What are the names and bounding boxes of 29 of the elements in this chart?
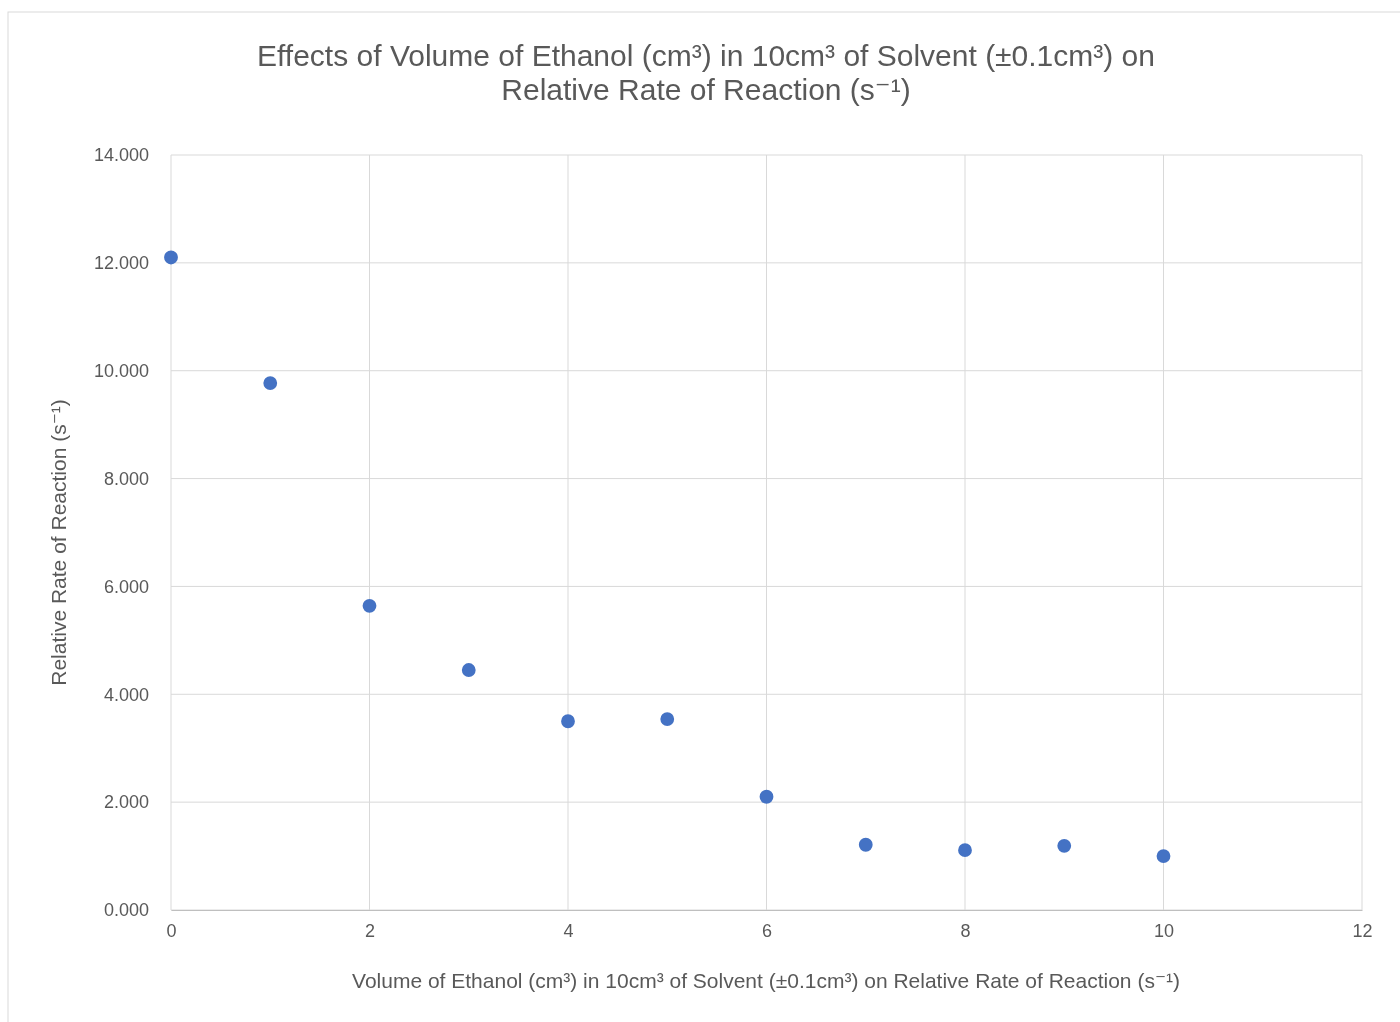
y-tick-label: 12.000: [93, 253, 149, 274]
x-axis-title: Volume of Ethanol (cm³) in 10cm³ of Solvent (±0.1cm³) on Relative Rate of Reaction (s⁻¹): [352, 969, 1180, 992]
point: [1057, 838, 1072, 853]
chart-title: Effects of Volume of Ethanol (cm³) in 10cm³ of Solvent (±0.1cm³) on Relative Rate of Reaction (s⁻¹): [257, 39, 1155, 106]
y-tick-label: 8.000: [103, 468, 149, 489]
x-tick-label: 4: [563, 920, 574, 941]
x-tick-label: 6: [761, 920, 773, 941]
point: [362, 598, 377, 613]
point: [660, 712, 675, 726]
point: [561, 714, 575, 729]
y-tick-label: 14.000: [93, 145, 149, 166]
point: [164, 250, 178, 265]
x-tick-label: 8: [960, 920, 971, 941]
y-axis-title: Relative Rate of Reaction (s⁻¹): [47, 399, 70, 686]
x-tick-label: 2: [364, 920, 376, 941]
point: [958, 843, 972, 858]
y-tick-label: 2.000: [103, 792, 149, 813]
point: [263, 376, 278, 391]
x-tick-label: 0: [166, 920, 177, 941]
point: [1156, 849, 1171, 863]
point: [461, 663, 476, 677]
y-tick-label: 6.000: [103, 576, 149, 597]
y-tick-label: 4.000: [103, 684, 149, 705]
x-tick-label: 10: [1153, 920, 1175, 941]
x-tick-label: 12: [1352, 920, 1373, 941]
point: [759, 789, 774, 804]
y-tick-label: 10.000: [93, 360, 149, 381]
y-tick-label: 0.000: [103, 900, 149, 921]
point: [858, 837, 873, 852]
